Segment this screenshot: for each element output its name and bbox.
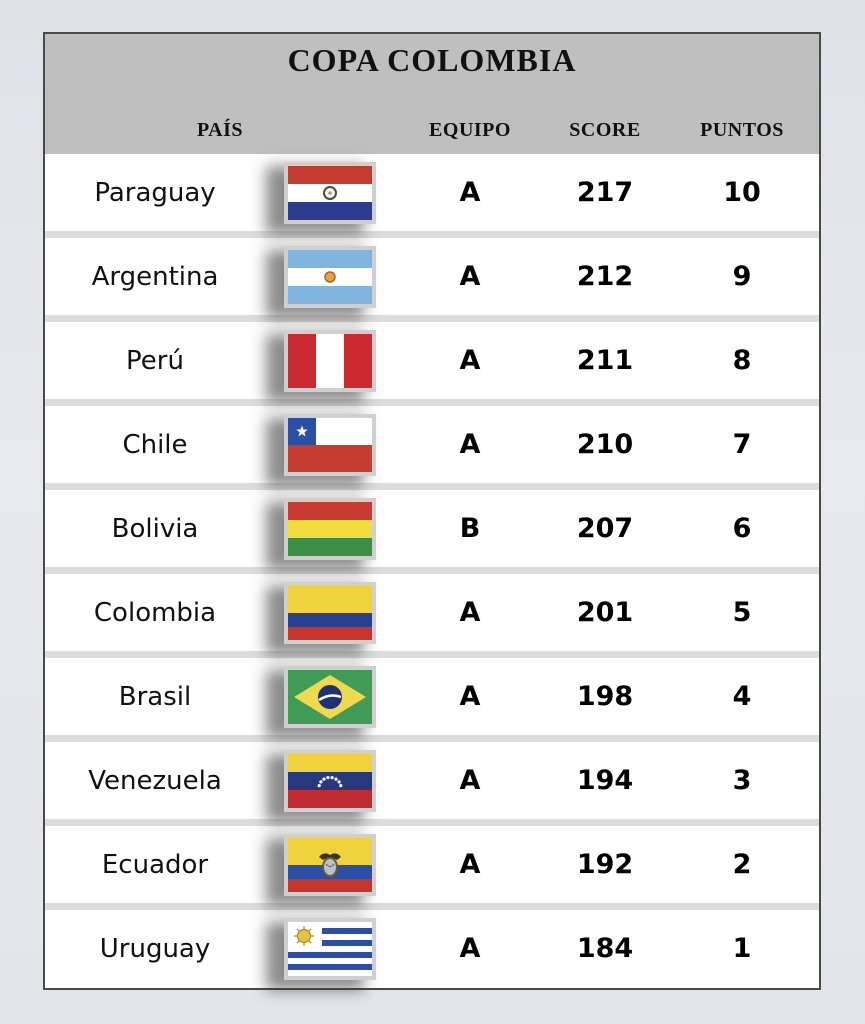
team-value: A — [459, 849, 481, 880]
flag-cell — [265, 497, 395, 560]
chile-flag-icon — [284, 413, 376, 476]
table-row: Brasil A 198 4 — [45, 658, 819, 735]
country-name: Brasil — [118, 681, 192, 712]
peru-flag-icon — [284, 329, 376, 392]
flag-cell — [265, 581, 395, 644]
puntos-value: 3 — [732, 765, 752, 796]
flag-cell — [265, 833, 395, 896]
table-row: Argentina A 212 9 — [45, 238, 819, 315]
puntos-value: 2 — [732, 849, 752, 880]
flag-cell — [265, 665, 395, 728]
table-title: COPA COLOMBIA — [287, 42, 577, 78]
brazil-flag-icon — [284, 665, 376, 728]
country-name: Ecuador — [101, 849, 209, 880]
table-row: Colombia A 201 5 — [45, 574, 819, 651]
flag-cell — [265, 917, 395, 980]
row-divider — [45, 231, 819, 238]
puntos-value: 10 — [723, 177, 761, 208]
column-header-pais: PAÍS — [196, 119, 244, 141]
row-divider — [45, 483, 819, 490]
puntos-value: 4 — [732, 681, 752, 712]
puntos-value: 1 — [732, 933, 752, 964]
ecuador-flag-icon — [284, 833, 376, 896]
table-row: Chile A 210 7 — [45, 406, 819, 483]
table-row: Ecuador A 192 2 — [45, 826, 819, 903]
puntos-value: 5 — [732, 597, 752, 628]
team-value: A — [459, 597, 481, 628]
score-value: 194 — [576, 765, 634, 796]
score-value: 198 — [576, 681, 634, 712]
column-header-row: PAÍS EQUIPO SCORE PUNTOS — [45, 119, 819, 142]
country-name: Uruguay — [99, 933, 211, 964]
team-value: A — [459, 345, 481, 376]
score-value: 201 — [576, 597, 634, 628]
score-value: 184 — [576, 933, 634, 964]
table-row: Uruguay A 184 1 — [45, 910, 819, 987]
puntos-value: 8 — [732, 345, 752, 376]
team-value: A — [459, 177, 481, 208]
row-divider — [45, 651, 819, 658]
column-header-puntos: PUNTOS — [700, 119, 784, 141]
country-name: Paraguay — [94, 177, 216, 208]
venezuela-flag-icon — [284, 749, 376, 812]
puntos-value: 7 — [732, 429, 752, 460]
row-divider — [45, 819, 819, 826]
flag-cell — [265, 161, 395, 224]
uruguay-flag-icon — [284, 917, 376, 980]
column-header-equipo: EQUIPO — [429, 119, 511, 141]
puntos-value: 6 — [732, 513, 752, 544]
row-divider — [45, 399, 819, 406]
score-value: 212 — [576, 261, 634, 292]
table-row: Perú A 211 8 — [45, 322, 819, 399]
score-value: 207 — [576, 513, 634, 544]
score-value: 217 — [576, 177, 634, 208]
country-name: Argentina — [91, 261, 219, 292]
row-divider — [45, 567, 819, 574]
table-row: Venezuela A — [45, 742, 819, 819]
puntos-value: 9 — [732, 261, 752, 292]
score-value: 192 — [576, 849, 634, 880]
flag-cell — [265, 749, 395, 812]
team-value: A — [459, 261, 481, 292]
country-name: Venezuela — [88, 765, 222, 796]
row-divider — [45, 315, 819, 322]
argentina-flag-icon — [284, 245, 376, 308]
country-name: Bolivia — [111, 513, 199, 544]
country-name: Chile — [122, 429, 188, 460]
flag-cell — [265, 329, 395, 392]
score-value: 210 — [576, 429, 634, 460]
flag-cell — [265, 413, 395, 476]
table-header: COPA COLOMBIA PAÍS EQUIPO SCORE PUNTOS — [45, 34, 819, 154]
team-value: A — [459, 681, 481, 712]
column-header-score: SCORE — [569, 119, 641, 141]
row-divider — [45, 903, 819, 910]
table-row: Paraguay A 217 10 — [45, 154, 819, 231]
team-value: B — [459, 513, 481, 544]
team-value: A — [459, 765, 481, 796]
country-name: Colombia — [93, 597, 217, 628]
table-row: Bolivia B 207 6 — [45, 490, 819, 567]
team-value: A — [459, 933, 481, 964]
row-divider — [45, 735, 819, 742]
country-name: Perú — [126, 345, 184, 376]
team-value: A — [459, 429, 481, 460]
bolivia-flag-icon — [284, 497, 376, 560]
score-value: 211 — [576, 345, 634, 376]
standings-table: COPA COLOMBIA PAÍS EQUIPO SCORE PUNTOS P… — [43, 32, 821, 990]
flag-cell — [265, 245, 395, 308]
colombia-flag-icon — [284, 581, 376, 644]
paraguay-flag-icon — [284, 161, 376, 224]
